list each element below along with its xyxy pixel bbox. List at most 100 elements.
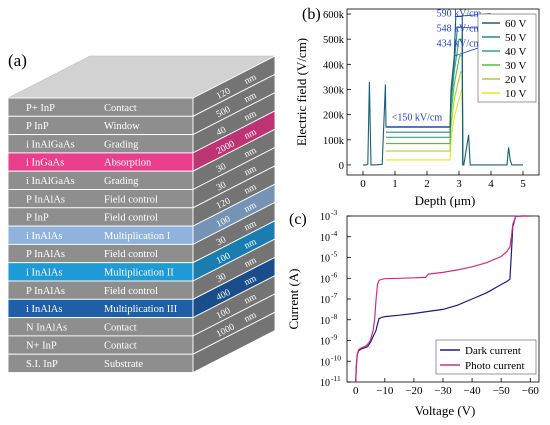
layer-function-label: Field control xyxy=(104,286,158,297)
x-tick-label: −40 xyxy=(463,385,481,397)
iv-legend-box xyxy=(435,339,537,375)
layer-material-label: i InAlAs xyxy=(26,268,62,279)
x-tick-label: 0 xyxy=(353,385,359,397)
y-tick-label: 100k xyxy=(323,136,345,147)
y-tick-label: 0 xyxy=(339,161,344,172)
y-tick-label: 10 xyxy=(320,295,330,306)
layer-function-label: Contact xyxy=(104,322,137,333)
x-tick-label: 4 xyxy=(488,178,494,190)
field-annotation-label: <150 kV/cm xyxy=(392,113,443,124)
layer-material-label: P InAlAs xyxy=(26,286,65,297)
legend-entry-label: 10 V xyxy=(505,88,527,100)
legend-entry-label: 60 V xyxy=(505,18,527,30)
field-annotation-label: 590 kV/cm xyxy=(437,9,482,20)
field-x-axis-label: Depth (μm) xyxy=(415,193,476,208)
x-tick-label: 0 xyxy=(360,178,366,190)
y-tick-label: 10 xyxy=(320,254,330,265)
field-y-axis-label: Electric field (V/cm) xyxy=(294,38,309,146)
panel-c-tag: (c) xyxy=(289,211,307,228)
field-axis-ticks: 0 1 2 3 4 5 0 100k 200k 300k 400k 500k 600k xyxy=(323,10,526,190)
x-tick-label: −50 xyxy=(493,385,511,397)
layer-material-label: P InP xyxy=(26,213,49,224)
legend-entry-label: Photo current xyxy=(465,360,525,372)
y-tick-label: 10 xyxy=(320,274,330,285)
layer-material-label: S.I. InP xyxy=(26,359,58,370)
legend-entry-label: 30 V xyxy=(505,60,527,72)
y-tick-label: 600k xyxy=(323,10,345,21)
y-tick-label: 10 xyxy=(320,212,330,223)
legend-entry-label: 20 V xyxy=(505,74,527,86)
layer-material-label: i InAlGaAs xyxy=(26,176,75,187)
layer-function-label: Grading xyxy=(104,176,139,187)
y-tick-exponent: -11 xyxy=(331,374,341,383)
y-tick-label: 200k xyxy=(323,111,345,122)
layer-material-label: i InGaAs xyxy=(26,158,64,169)
y-tick-exponent: -7 xyxy=(331,291,337,300)
layer-function-label: Substrate xyxy=(104,359,143,370)
legend-entry-label: 40 V xyxy=(505,46,527,58)
layer-material-label: P InP xyxy=(26,121,49,132)
field-legend: 60 V 50 V 40 V 30 V 20 V 10 V xyxy=(477,13,537,103)
y-tick-label: 400k xyxy=(323,60,345,71)
layer-material-label: P+ InP xyxy=(26,103,55,114)
iv-series-line xyxy=(355,215,531,383)
field-legend-box xyxy=(477,13,537,103)
y-tick-label: 10 xyxy=(320,378,330,389)
y-tick-exponent: -9 xyxy=(331,333,337,342)
x-tick-label: 1 xyxy=(392,178,398,190)
y-tick-label: 10 xyxy=(320,337,330,348)
x-tick-label: 5 xyxy=(520,178,526,190)
layer-function-label: Field control xyxy=(104,213,158,224)
layer-material-label: i InAlGaAs xyxy=(26,139,75,150)
layer-material-label: i InAlAs xyxy=(26,231,62,242)
layer-thickness-label: 40 xyxy=(215,125,228,138)
y-tick-label: 10 xyxy=(320,357,330,368)
layer-function-label: Contact xyxy=(104,103,137,114)
y-tick-exponent: -6 xyxy=(331,270,337,279)
y-tick-exponent: -5 xyxy=(331,250,337,259)
layer-thickness-label: 30 xyxy=(215,235,228,248)
panel-a-tag: (a) xyxy=(8,51,27,70)
layer-side-face xyxy=(192,311,276,374)
iv-y-axis-label: Current (A) xyxy=(286,268,301,329)
layer-function-label: Multiplication III xyxy=(104,304,178,315)
stack-layer: S.I. InP Substrate xyxy=(7,311,276,374)
layer-function-label: Field control xyxy=(104,249,158,260)
layer-thickness-label: 30 xyxy=(215,162,228,175)
iv-series xyxy=(355,215,531,383)
layer-function-label: Absorption xyxy=(104,158,152,169)
layer-function-label: Contact xyxy=(104,341,137,352)
y-tick-label: 10 xyxy=(320,316,330,327)
layer-material-label: i InAlAs xyxy=(26,304,62,315)
field-annotation-label: 434 kV/cm xyxy=(437,39,482,50)
x-tick-label: 3 xyxy=(456,178,462,190)
layer-thickness-label: 30 xyxy=(215,180,228,193)
layer-thickness-label: 30 xyxy=(215,272,228,285)
layer-function-label: Grading xyxy=(104,139,139,150)
x-tick-label: 2 xyxy=(424,178,430,190)
field-annotation-label: 548 kV/cm xyxy=(437,24,482,35)
layer-material-label: N+ InP xyxy=(26,341,57,352)
layer-function-label: Window xyxy=(104,121,140,132)
legend-entry-label: 50 V xyxy=(505,32,527,44)
x-tick-label: −10 xyxy=(376,385,394,397)
layer-function-label: Multiplication II xyxy=(104,268,174,279)
y-tick-label: 10 xyxy=(320,233,330,244)
iv-x-axis-label: Voltage (V) xyxy=(415,403,476,418)
layer-material-label: P InAlAs xyxy=(26,194,65,205)
iv-series-line xyxy=(355,215,531,383)
panel-b-tag: (b) xyxy=(302,6,321,23)
layer-material-label: N InAlAs xyxy=(26,322,67,333)
